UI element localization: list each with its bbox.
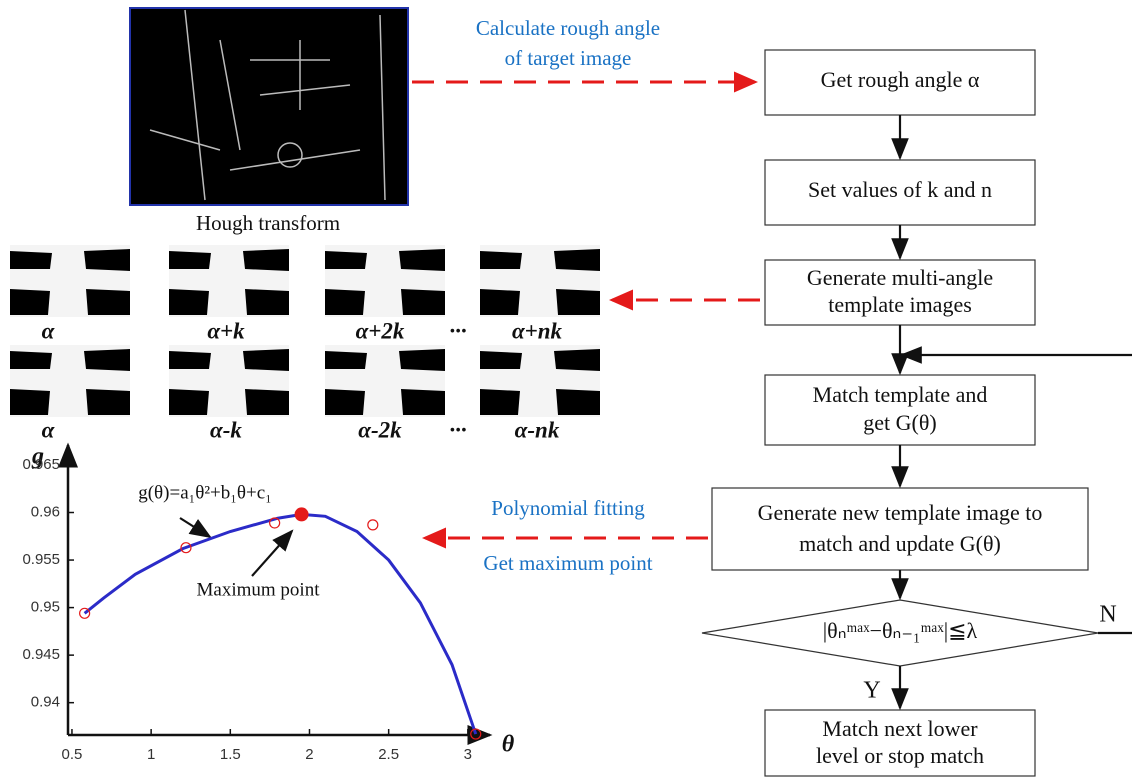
fit-curve [83,512,478,735]
flow-box [764,49,1036,116]
branch-label: N [1099,602,1116,628]
annotation: of target image [505,46,632,70]
flow-text: Set values of k and n [808,177,992,202]
annotation: Polynomial fitting [491,496,645,520]
template-label: α+nk [512,318,563,343]
hough-image [129,7,409,206]
formula: g(θ)=a₁θ²+b₁θ+c₁ [138,482,272,503]
flow-text: Match next lower [822,716,978,741]
y-axis-label: g [31,444,44,470]
sample-point [79,607,91,619]
x-axis-label: θ [502,732,515,758]
y-tick-label: 0.955 [22,551,60,568]
template-label: α [42,318,56,343]
flow-text: Match template and [813,382,988,407]
flow-text: |θₙᵐᵃˣ−θₙ₋₁ᵐᵃˣ|≦λ [823,618,978,643]
flow-text: template images [828,292,972,317]
annotation: Maximum point [197,579,321,600]
max-point [294,507,309,522]
sample-point [269,517,281,529]
annotation-arrow [179,517,212,539]
flow-box [764,159,1036,226]
sample-point [180,542,192,554]
flow-text: get G(θ) [863,410,936,435]
annotation-arrow [251,529,294,577]
template-label: ··· [449,417,466,442]
hough-label: Hough transform [196,211,340,235]
flow-text: Get rough angle α [821,67,980,92]
template-label: α [42,417,56,442]
y-tick-label: 0.96 [31,503,60,520]
flow-text: match and update G(θ) [799,531,1001,556]
flow-text: Generate multi-angle [807,265,993,290]
annotation: Get maximum point [483,551,652,575]
x-tick-label: 1 [147,746,155,763]
template-label: α+2k [356,318,405,343]
annotation: Calculate rough angle [476,16,660,40]
sample-point [470,728,482,740]
flow-arrows [891,115,1132,711]
sample-point [367,519,379,531]
template-label: α-k [210,417,242,442]
x-tick-label: 0.5 [62,746,83,763]
template-label: α-nk [515,417,560,442]
y-tick-label: 0.94 [31,694,60,711]
chart: 0.5 1 1.5 2 2.5 3 0.94 0.945 0.95 0.955 0.96 0.965 [22,442,493,763]
branch-label: Y [863,678,880,704]
template-label: α-2k [358,417,402,442]
x-tick-label: 3 [464,746,472,763]
template-label: α+k [207,318,245,343]
y-tick-label: 0.95 [31,599,60,616]
y-tick-label: 0.945 [22,646,60,663]
x-tick-label: 2.5 [378,746,399,763]
template-label: ··· [449,318,466,343]
flow-text: Generate new template image to [758,500,1043,525]
x-tick-label: 2 [305,746,313,763]
y-tick-label: 0.965 [22,456,60,473]
flow-text: level or stop match [816,743,984,768]
x-tick-label: 1.5 [220,746,241,763]
